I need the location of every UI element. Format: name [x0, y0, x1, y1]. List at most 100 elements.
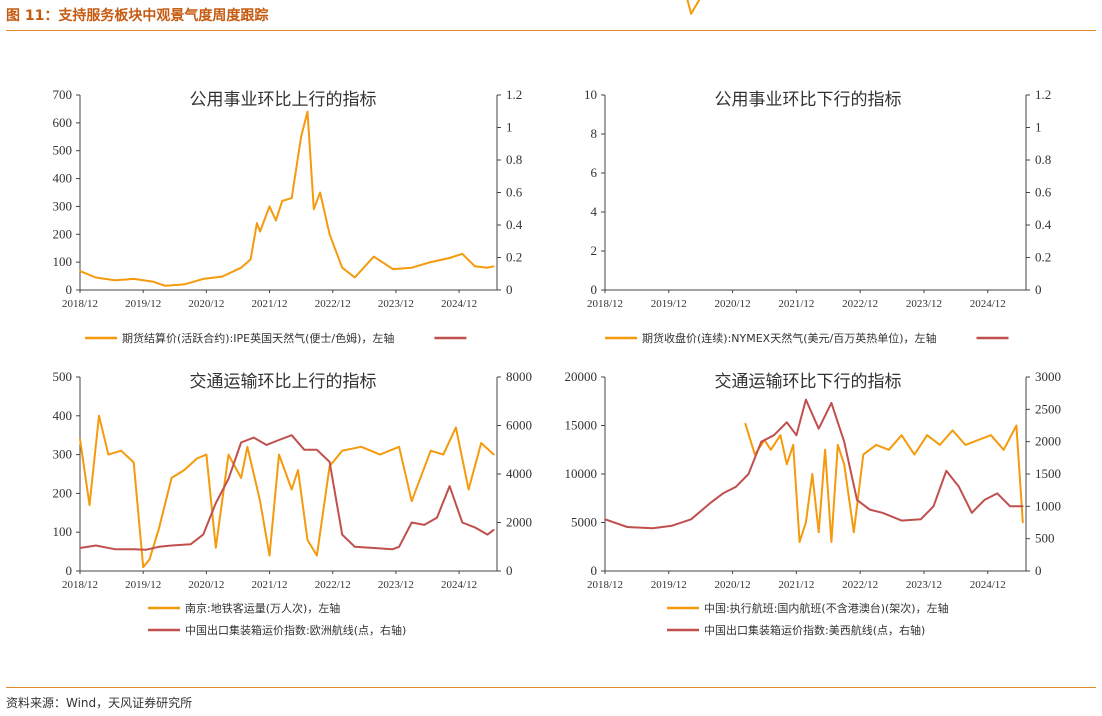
- left-tick-label: 500: [53, 143, 73, 158]
- series-point: [480, 442, 483, 444]
- x-tick-label: 2021/12: [778, 298, 814, 310]
- left-tick-label: 0: [591, 563, 598, 578]
- series-point: [354, 276, 356, 279]
- series-point: [977, 439, 979, 441]
- series-point: [735, 486, 737, 488]
- series-point: [900, 434, 903, 437]
- x-tick-label: 2023/12: [378, 298, 414, 310]
- series-point: [202, 278, 204, 280]
- right-tick-label: 2000: [1035, 434, 1061, 449]
- series-point: [145, 548, 148, 551]
- x-tick-label: 2018/12: [62, 579, 98, 591]
- right-tick-label: 0.2: [506, 250, 522, 265]
- series-point: [328, 461, 331, 463]
- series-line-1: [744, 423, 1024, 543]
- series-point: [1015, 424, 1018, 427]
- series-point: [410, 521, 413, 524]
- x-tick-label: 2024/12: [441, 298, 477, 310]
- series-point: [971, 512, 973, 514]
- right-tick-label: 0: [1035, 282, 1042, 297]
- legend-label: 中国:执行航班:国内航班(不含港澳台)(架次)，左轴: [704, 601, 949, 615]
- series-point: [875, 444, 877, 446]
- series-point: [626, 526, 629, 528]
- chart-title: 公用事业环比下行的指标: [715, 90, 902, 110]
- x-tick-label: 2022/12: [315, 298, 351, 310]
- series-point: [837, 444, 839, 446]
- series-point: [830, 541, 833, 543]
- left-tick-label: 15000: [565, 418, 598, 433]
- right-tick-label: 1.2: [1035, 87, 1051, 102]
- left-tick-label: 300: [53, 198, 73, 213]
- series-point: [205, 453, 208, 456]
- series-point: [671, 524, 673, 527]
- series-point: [817, 427, 820, 430]
- x-tick-label: 2021/12: [252, 579, 288, 591]
- series-point: [373, 547, 375, 549]
- x-tick-label: 2024/12: [970, 579, 1006, 591]
- series-point: [932, 505, 935, 508]
- series-point: [290, 197, 293, 199]
- chart-title: 公用事业环比上行的指标: [190, 90, 377, 110]
- series-point: [246, 446, 249, 448]
- x-tick-label: 2021/12: [778, 579, 814, 591]
- x-tick-label: 2021/12: [252, 298, 288, 310]
- source-note: 资料来源：Wind，天风证券研究所: [6, 696, 193, 710]
- chart-2: 0 2 4 6 8 10 0 0.2 0.4 0.6 0.8 1 1.2 2018/12 2019/12 20…: [584, 0, 1052, 345]
- right-tick-label: 4000: [506, 466, 532, 481]
- series-point: [398, 546, 400, 548]
- right-tick-label: 1.2: [506, 87, 522, 102]
- series-point: [278, 453, 280, 456]
- x-tick-label: 2020/12: [188, 298, 224, 310]
- series-point: [1002, 449, 1005, 451]
- series-point: [132, 461, 135, 464]
- x-tick-label: 2023/12: [906, 579, 942, 591]
- series-point: [805, 521, 807, 524]
- left-tick-label: 400: [53, 408, 73, 423]
- series-point: [95, 276, 97, 279]
- series-point: [448, 485, 451, 487]
- series-point: [474, 526, 476, 529]
- x-tick-label: 2023/12: [906, 298, 942, 310]
- series-point: [493, 453, 495, 456]
- left-tick-label: 400: [53, 171, 73, 186]
- series-point: [1022, 505, 1024, 508]
- series-point: [158, 546, 160, 548]
- series-point: [690, 518, 692, 521]
- series-point: [183, 469, 185, 471]
- series-point: [95, 544, 97, 547]
- x-tick-label: 2024/12: [441, 579, 477, 591]
- series-point: [442, 453, 445, 456]
- series-point: [423, 524, 426, 526]
- series-point: [341, 449, 344, 452]
- series-point: [278, 439, 280, 441]
- series-line-2: [79, 434, 495, 551]
- left-tick-label: 0: [66, 563, 73, 578]
- x-tick-label: 2022/12: [842, 579, 878, 591]
- series-point: [1022, 521, 1024, 524]
- series-point: [900, 519, 903, 522]
- series-point: [920, 518, 922, 521]
- series-point: [151, 280, 154, 283]
- right-tick-label: 1500: [1035, 466, 1061, 481]
- series-point: [392, 548, 394, 550]
- series-point: [853, 531, 855, 533]
- right-tick-label: 0.6: [1035, 185, 1052, 200]
- series-point: [113, 279, 116, 282]
- left-tick-label: 100: [53, 254, 73, 269]
- series-point: [964, 444, 967, 446]
- series-line-1: [79, 414, 495, 569]
- series-point: [888, 449, 890, 451]
- chart-4: 0 5000 10000 15000 20000 0 500 1000 1500 2000 2500…: [565, 369, 1062, 637]
- series-point: [221, 275, 223, 278]
- right-tick-label: 0.8: [1035, 152, 1051, 167]
- series-point: [604, 518, 606, 521]
- series-point: [843, 440, 845, 443]
- left-tick-label: 20000: [565, 369, 598, 384]
- series-point: [856, 499, 858, 501]
- series-point: [196, 457, 198, 460]
- x-tick-label: 2023/12: [378, 579, 414, 591]
- series-point: [268, 205, 271, 208]
- right-tick-label: 0: [506, 563, 513, 578]
- left-tick-label: 700: [53, 87, 73, 102]
- left-tick-label: 0: [66, 282, 73, 297]
